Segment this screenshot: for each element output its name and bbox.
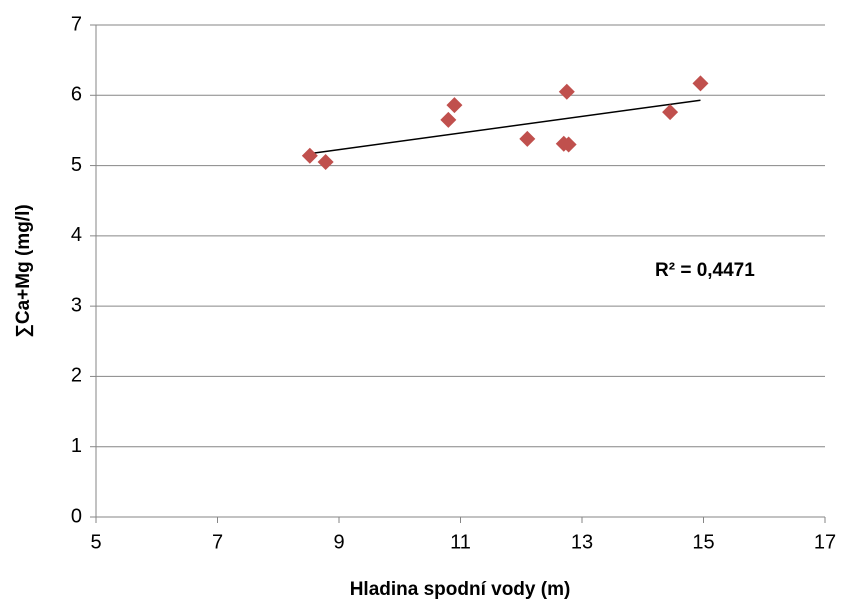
annotation: R² = 0,4471 bbox=[655, 260, 755, 281]
x-tick-label: 13 bbox=[571, 531, 593, 553]
x-axis-title: Hladina spodní vody (m) bbox=[350, 579, 571, 600]
point bbox=[446, 97, 463, 114]
y-tick-label: 2 bbox=[71, 365, 82, 387]
point bbox=[317, 154, 334, 171]
y-tick-label: 1 bbox=[71, 435, 82, 457]
point bbox=[440, 111, 457, 128]
point bbox=[662, 104, 679, 121]
trendline bbox=[309, 99, 701, 155]
point bbox=[692, 75, 709, 92]
point bbox=[301, 147, 318, 164]
y-tick-label: 4 bbox=[71, 224, 82, 246]
point bbox=[519, 130, 536, 147]
x-tick-label: 11 bbox=[450, 531, 471, 553]
y-tick-label: 3 bbox=[71, 294, 82, 316]
y-tick-label: 0 bbox=[71, 505, 82, 527]
point bbox=[560, 136, 577, 153]
y-tick-label: 6 bbox=[71, 84, 82, 106]
point bbox=[558, 83, 575, 100]
x-tick-label: 17 bbox=[814, 531, 836, 553]
y-tick-label: 5 bbox=[71, 154, 82, 176]
y-axis-title: ∑Ca+Mg (mg/l) bbox=[13, 204, 34, 337]
x-tick-label: 15 bbox=[692, 531, 714, 553]
x-tick-label: 5 bbox=[90, 531, 101, 553]
x-tick-label: 7 bbox=[212, 531, 223, 553]
x-tick-label: 9 bbox=[333, 531, 344, 553]
y-tick-label: 7 bbox=[71, 13, 82, 35]
